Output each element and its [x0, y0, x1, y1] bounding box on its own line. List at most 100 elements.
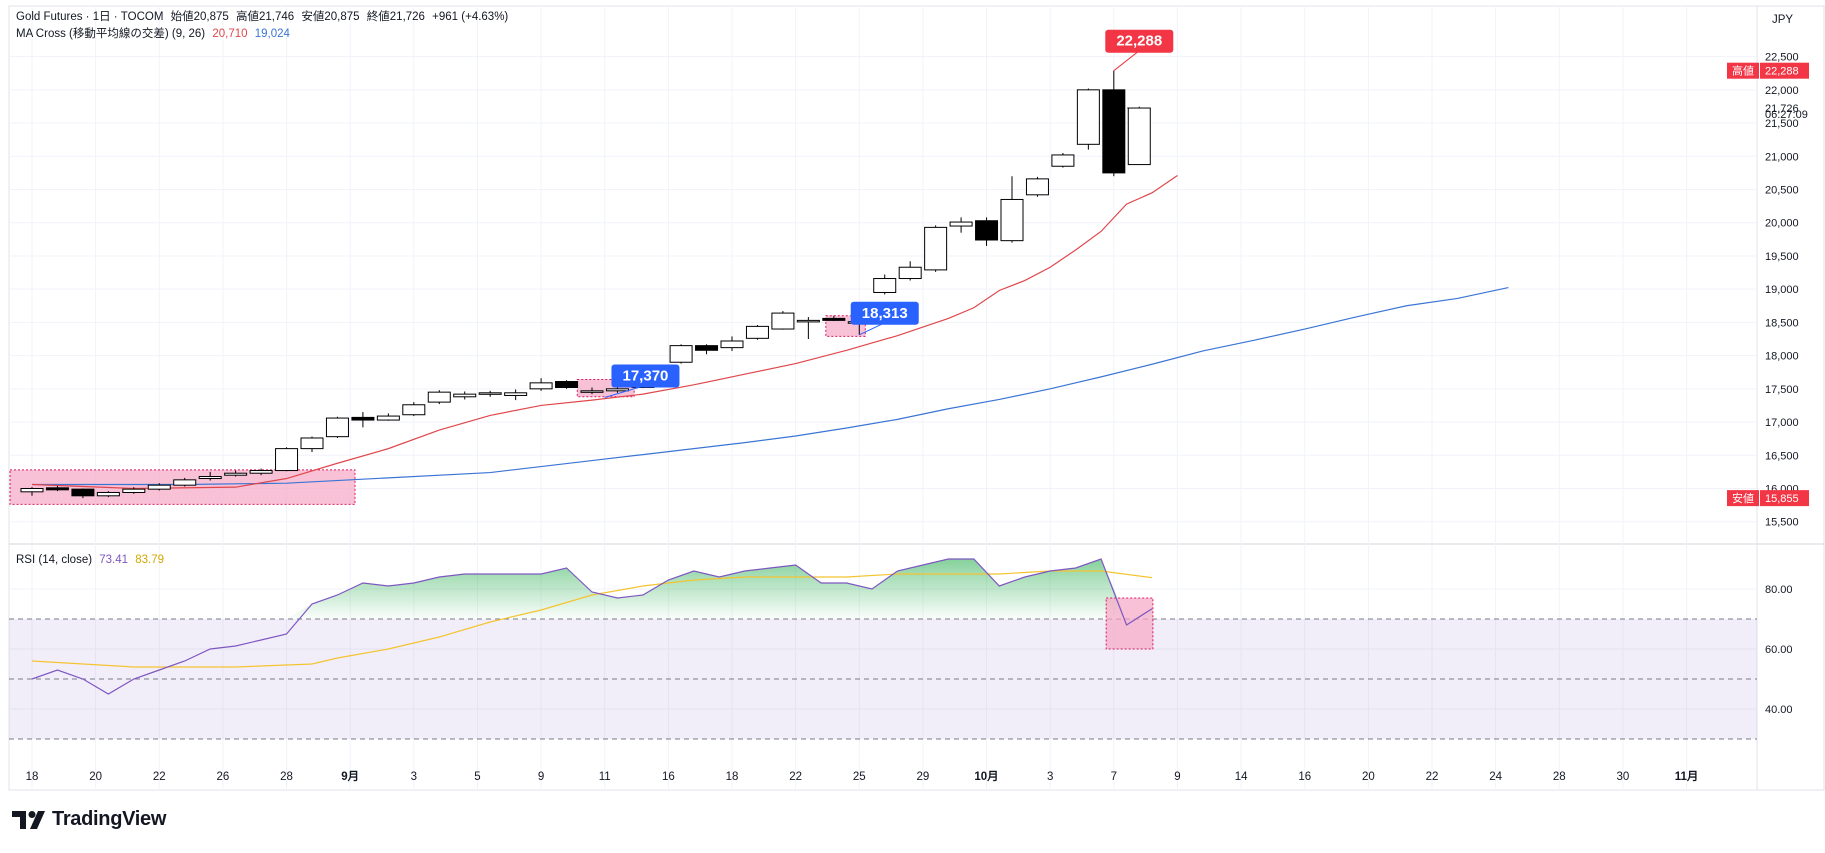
candle-body-up	[20, 487, 44, 493]
x-tick-label: 9	[1174, 771, 1180, 783]
x-tick-label: 9	[538, 771, 544, 783]
candle-body-up	[771, 312, 795, 330]
moving-averages	[31, 175, 1509, 490]
candles	[20, 70, 1151, 499]
tradingview-logo-icon	[12, 810, 45, 829]
candle-body-up	[669, 345, 693, 363]
annotation-box	[850, 301, 919, 325]
y-tick-label: 18,000	[1765, 351, 1799, 363]
x-tick-label: 26	[217, 771, 230, 783]
ma-legend[interactable]: MA Cross (移動平均線の交差) (9, 26) 20,710 19,02…	[16, 26, 294, 42]
candle-body-up	[376, 415, 400, 421]
open-value: 20,875	[193, 11, 229, 23]
price-badge-value: 15,855	[1765, 493, 1799, 505]
rsi-value: 73.41	[99, 554, 129, 566]
tradingview-logo[interactable]: TradingView	[12, 808, 166, 831]
candle-body-up	[478, 392, 502, 395]
rsi-background	[9, 559, 1757, 740]
candle-body-up	[796, 319, 820, 323]
candle-body-down	[45, 487, 69, 491]
y-tick-label: 18,500	[1765, 317, 1799, 329]
x-tick-label: 24	[1489, 771, 1502, 783]
rsi-legend[interactable]: RSI (14, close) 73.41 83.79	[16, 552, 168, 568]
high-value: 21,746	[259, 11, 295, 23]
candle-body-up	[1127, 107, 1151, 166]
candle-body-up	[147, 484, 171, 490]
y-tick-label: 20,000	[1765, 218, 1799, 230]
rsi-y-tick-label: 40.00	[1765, 704, 1793, 716]
x-tick-label: 16	[662, 771, 675, 783]
x-tick-label: 9月	[341, 770, 359, 783]
annotation-label: 17,370	[623, 367, 669, 384]
price-badge-value: 22,288	[1765, 66, 1799, 78]
close-value: 21,726	[389, 11, 425, 23]
x-tick-label: 28	[280, 771, 293, 783]
y-tick-label: 22,000	[1765, 85, 1799, 97]
candle-body-down	[555, 381, 579, 388]
annotation-label: 18,313	[862, 305, 908, 322]
y-tick-label: 16,500	[1765, 450, 1799, 462]
rsi-line	[31, 558, 1153, 695]
candle-body-up	[504, 392, 528, 396]
y-tick-label: 17,000	[1765, 417, 1799, 429]
annotation-box	[1105, 29, 1174, 53]
ma-slow-line	[32, 286, 1509, 486]
rsi-title: RSI (14, close)	[16, 554, 93, 566]
ma-title: MA Cross (移動平均線の交差) (9, 26)	[16, 28, 206, 40]
x-tick-label: 16	[1298, 771, 1311, 783]
x-tick-label: 3	[1047, 771, 1053, 783]
rsi-lines	[31, 558, 1153, 695]
x-tick-label: 28	[1553, 771, 1566, 783]
candle-body-up	[605, 388, 629, 392]
candle-body-up	[580, 390, 604, 393]
y-tick-label: 22,500	[1765, 52, 1799, 64]
price-badge	[1760, 490, 1809, 507]
candle-body-up	[1000, 198, 1024, 242]
x-tick-label: 22	[789, 771, 802, 783]
x-tick-label: 3	[411, 771, 417, 783]
candle-body-up	[453, 393, 477, 398]
candle-body-up	[720, 340, 744, 349]
candle-body-up	[745, 325, 769, 339]
y-tick-label: 17,500	[1765, 384, 1799, 396]
x-tick-label: 14	[1235, 771, 1248, 783]
annotation-pointer	[1113, 50, 1140, 72]
candle-body-up	[873, 278, 897, 293]
price-badge-value: 21,726	[1765, 103, 1799, 115]
x-tick-label: 10月	[974, 770, 998, 783]
candle-body-down	[975, 220, 999, 241]
candle-body-up	[275, 448, 299, 472]
x-tick-label: 25	[853, 771, 866, 783]
candle-body-up	[198, 476, 222, 480]
high-label: 高値	[236, 11, 259, 23]
open-label: 始値	[170, 11, 194, 23]
x-tick-label: 5	[474, 771, 480, 783]
rsi-y-tick-label: 80.00	[1765, 584, 1793, 596]
candle-body-down	[822, 317, 846, 321]
axes: 22,500 22,000 21,500 21,000 20,500 20,000 19,5…	[26, 52, 1809, 783]
close-label: 終値	[366, 11, 390, 23]
candle-body-up	[122, 488, 146, 493]
x-tick-label: 7	[1111, 771, 1117, 783]
ma-fast-value: 20,710	[212, 28, 248, 40]
annotation-box	[611, 364, 680, 388]
x-tick-label: 18	[26, 771, 39, 783]
candle-body-up	[529, 382, 553, 390]
y-tick-label: 21,000	[1765, 151, 1799, 163]
candle-body-down	[1102, 89, 1126, 174]
price-badge	[1760, 62, 1809, 79]
symbol-title[interactable]: Gold Futures · 1日 · TOCOM	[16, 11, 164, 23]
annotation-label: 22,288	[1116, 33, 1162, 50]
currency-label[interactable]: JPY	[1772, 14, 1794, 26]
candle-body-up	[249, 470, 273, 474]
rsi-ma-line	[31, 570, 1153, 668]
x-tick-label: 30	[1617, 771, 1630, 783]
candle-body-up	[949, 221, 973, 227]
candle-body-up	[300, 437, 324, 450]
y-tick-label: 15,500	[1765, 517, 1799, 529]
price-badge-value: 06:27:09	[1765, 109, 1808, 121]
candle-body-up	[1025, 178, 1049, 196]
candle-body-up	[924, 226, 948, 271]
